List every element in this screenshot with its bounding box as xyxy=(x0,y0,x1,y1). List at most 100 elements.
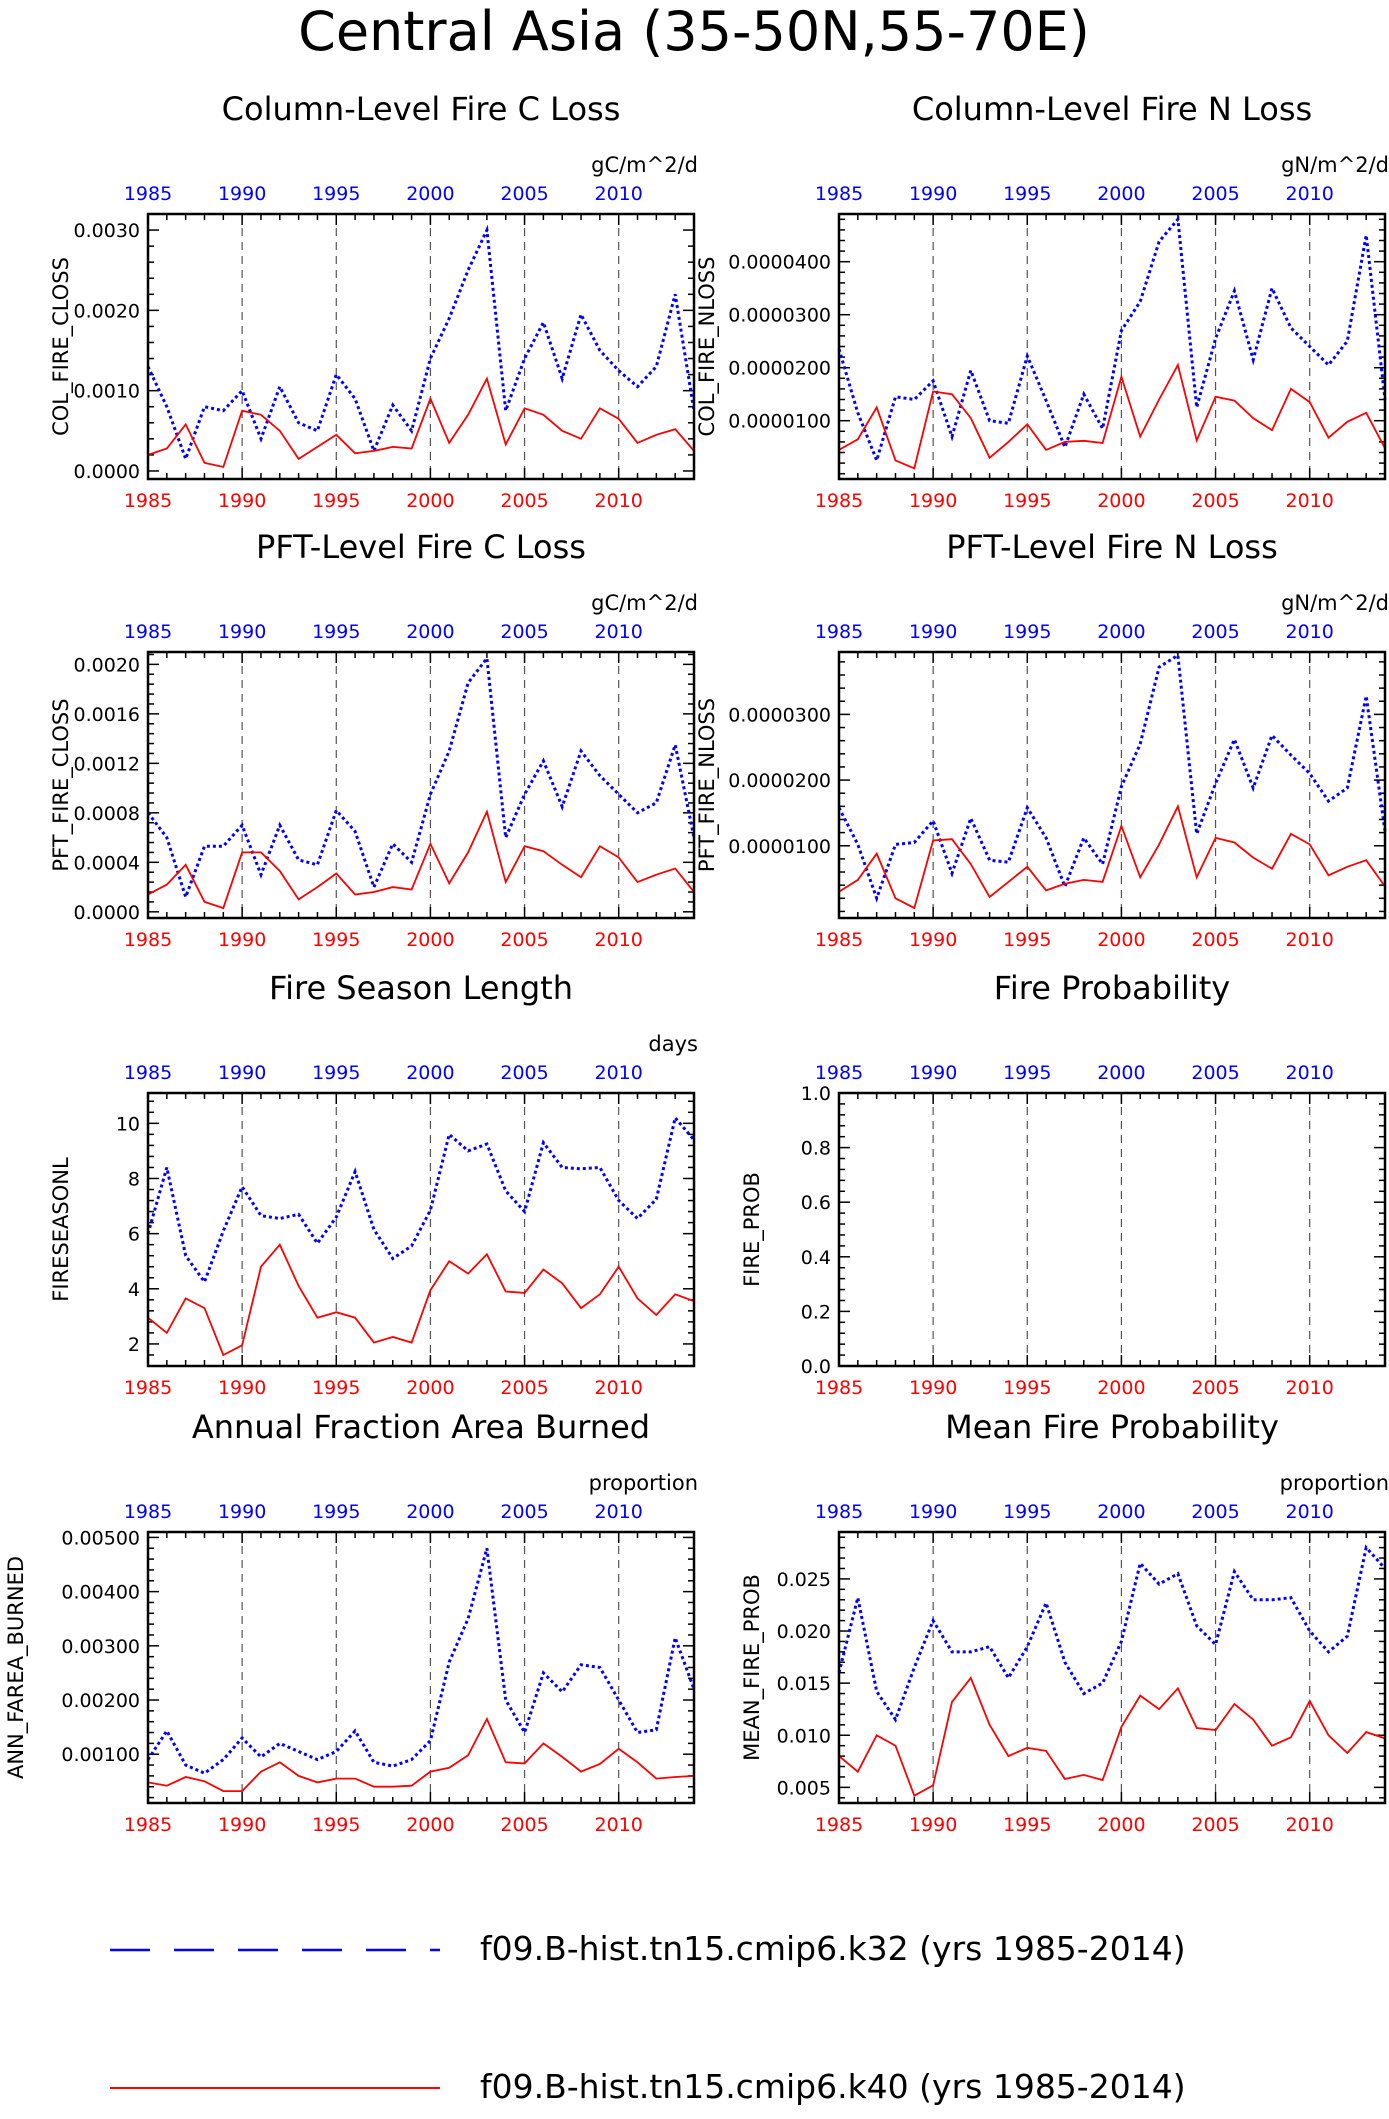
y-tick-label: 0.0000100 xyxy=(728,836,831,858)
x-tick-label-top: 1985 xyxy=(815,1062,863,1084)
series-line-k40 xyxy=(147,1716,695,1792)
x-tick-label-top: 1985 xyxy=(124,1501,172,1523)
x-tick-label-top: 2000 xyxy=(406,621,454,643)
x-tick-label-top: 1990 xyxy=(909,1062,957,1084)
x-tick-label-top: 2010 xyxy=(1286,1062,1334,1084)
panel-5: Fire Season Length days 1985 1985 1990 1990 19… xyxy=(49,969,698,1399)
y-axis-label: COL_FIRE_CLOSS xyxy=(49,257,74,436)
x-tick-label-top: 2000 xyxy=(1097,183,1145,205)
y-tick-label: 0.0000200 xyxy=(728,770,831,792)
y-tick-label: 0.010 xyxy=(777,1725,831,1747)
y-tick-label: 0.025 xyxy=(777,1569,831,1591)
panel-2: Column-Level Fire N Loss gN/m^2/d 1985 1985… xyxy=(695,90,1389,512)
plot-frame xyxy=(837,1091,1387,1368)
y-tick-label: 0.00200 xyxy=(61,1690,140,1712)
x-tick-label-bottom: 2000 xyxy=(406,1814,454,1836)
legend: f09.B-hist.tn15.cmip6.k32 (yrs 1985-2014… xyxy=(110,1929,1186,2106)
x-tick-label-bottom: 1995 xyxy=(312,1814,360,1836)
x-tick-label-top: 2000 xyxy=(406,1062,454,1084)
x-tick-label-top: 2005 xyxy=(500,621,548,643)
y-tick-label: 0.8 xyxy=(801,1138,831,1160)
panel-title: Mean Fire Probability xyxy=(945,1408,1279,1446)
panel-8: Mean Fire Probability proportion 1985 1985 1… xyxy=(740,1408,1389,1836)
units-label: gC/m^2/d xyxy=(591,153,698,177)
y-tick-label: 0.0010 xyxy=(74,381,140,403)
panel-title: Column-Level Fire C Loss xyxy=(222,90,621,128)
x-tick-label-bottom: 1990 xyxy=(909,490,957,512)
y-tick-label: 0.0000300 xyxy=(728,704,831,726)
x-tick-label-top: 2005 xyxy=(500,183,548,205)
x-tick-label-bottom: 1995 xyxy=(312,929,360,951)
plot-frame xyxy=(837,1530,1387,1805)
y-tick-label: 0.0030 xyxy=(74,220,140,242)
series-line-k40 xyxy=(838,1676,1386,1797)
panel-7: Annual Fraction Area Burned proportion 198… xyxy=(4,1408,698,1836)
x-tick-label-top: 2005 xyxy=(1191,1501,1239,1523)
plot-frame xyxy=(146,1530,696,1805)
x-tick-label-top: 2010 xyxy=(595,1062,643,1084)
y-tick-label: 0.6 xyxy=(801,1192,831,1214)
units-label: proportion xyxy=(1280,1471,1389,1495)
y-tick-label: 0.00300 xyxy=(61,1636,140,1658)
series-line-k40 xyxy=(147,376,695,469)
x-tick-label-bottom: 1985 xyxy=(815,929,863,951)
x-tick-label-top: 1990 xyxy=(218,621,266,643)
x-tick-label-bottom: 2010 xyxy=(595,1377,643,1399)
panel-4: PFT-Level Fire N Loss gN/m^2/d 1985 1985 199… xyxy=(695,528,1389,951)
x-tick-label-top: 2000 xyxy=(1097,1501,1145,1523)
series-line-k32 xyxy=(837,652,1387,903)
x-tick-label-bottom: 2000 xyxy=(1097,1377,1145,1399)
series-line-k32 xyxy=(837,1544,1387,1723)
x-tick-label-top: 2005 xyxy=(1191,1062,1239,1084)
legend-label-k40: f09.B-hist.tn15.cmip6.k40 (yrs 1985-2014… xyxy=(480,2067,1186,2106)
x-tick-label-bottom: 1985 xyxy=(815,1814,863,1836)
x-tick-label-top: 1995 xyxy=(312,1501,360,1523)
y-tick-label: 10 xyxy=(116,1113,140,1135)
series-line-k32 xyxy=(837,215,1387,465)
x-tick-label-top: 1985 xyxy=(815,1501,863,1523)
x-tick-label-bottom: 2000 xyxy=(1097,1814,1145,1836)
series-line-k32 xyxy=(146,654,696,902)
x-tick-label-top: 2005 xyxy=(500,1501,548,1523)
panel-title: Fire Season Length xyxy=(269,969,573,1007)
y-tick-label: 0.005 xyxy=(777,1777,831,1799)
y-tick-label: 0.0000 xyxy=(74,461,140,483)
y-tick-label: 4 xyxy=(128,1279,140,1301)
x-tick-label-top: 1995 xyxy=(312,621,360,643)
figure-title: Central Asia (35-50N,55-70E) xyxy=(298,0,1090,63)
x-tick-label-bottom: 2010 xyxy=(1286,1814,1334,1836)
x-tick-label-top: 2005 xyxy=(1191,621,1239,643)
y-tick-label: 2 xyxy=(128,1334,140,1356)
x-tick-label-top: 2005 xyxy=(500,1062,548,1084)
x-tick-label-top: 1990 xyxy=(218,183,266,205)
x-tick-label-bottom: 1990 xyxy=(909,1814,957,1836)
panel-title: Column-Level Fire N Loss xyxy=(912,90,1312,128)
x-tick-label-bottom: 2010 xyxy=(1286,490,1334,512)
x-tick-label-top: 2000 xyxy=(1097,621,1145,643)
x-tick-label-bottom: 1995 xyxy=(1003,929,1051,951)
x-tick-label-top: 1990 xyxy=(218,1062,266,1084)
x-tick-label-top: 1990 xyxy=(909,1501,957,1523)
x-tick-label-bottom: 1990 xyxy=(909,929,957,951)
panel-title: Fire Probability xyxy=(994,969,1230,1007)
units-label: gN/m^2/d xyxy=(1281,153,1389,177)
x-tick-label-top: 1985 xyxy=(815,183,863,205)
units-label: gC/m^2/d xyxy=(591,591,698,615)
x-tick-label-bottom: 1985 xyxy=(815,490,863,512)
series-line-k40 xyxy=(147,808,695,910)
y-tick-label: 0.0004 xyxy=(74,852,140,874)
y-axis-label: ANN_FAREA_BURNED xyxy=(4,1556,29,1779)
panels: Column-Level Fire C Loss gC/m^2/d 1985 1985… xyxy=(4,90,1389,1836)
panel-1: Column-Level Fire C Loss gC/m^2/d 1985 1985… xyxy=(49,90,698,512)
x-tick-label-bottom: 1985 xyxy=(124,490,172,512)
x-tick-label-top: 1990 xyxy=(909,621,957,643)
x-tick-label-bottom: 2005 xyxy=(500,929,548,951)
series-line-k40 xyxy=(838,803,1386,910)
y-tick-label: 0.0000200 xyxy=(728,358,831,380)
x-tick-label-top: 2010 xyxy=(1286,183,1334,205)
series-line-k40 xyxy=(147,1243,695,1357)
y-tick-label: 0.00400 xyxy=(61,1582,140,1604)
x-tick-label-top: 1995 xyxy=(312,183,360,205)
x-tick-label-bottom: 1985 xyxy=(124,1814,172,1836)
panel-title: Annual Fraction Area Burned xyxy=(192,1408,650,1446)
